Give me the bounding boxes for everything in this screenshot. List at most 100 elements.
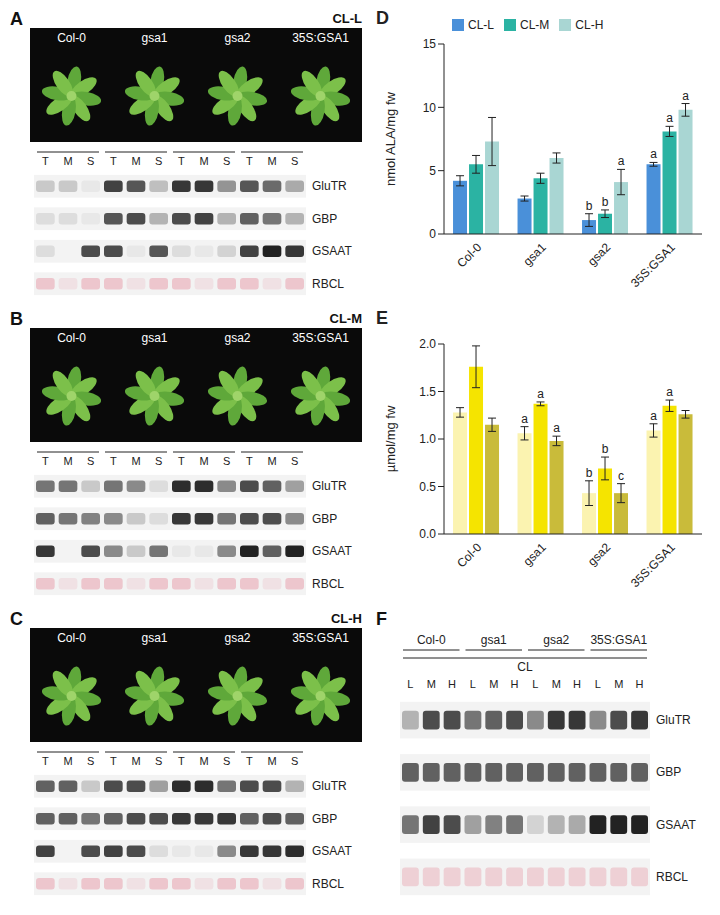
svg-text:M: M xyxy=(427,678,436,690)
svg-text:5: 5 xyxy=(429,164,436,178)
svg-text:S: S xyxy=(155,155,162,167)
svg-text:GSAAT: GSAAT xyxy=(312,844,352,858)
svg-text:a: a xyxy=(553,421,560,435)
svg-text:c: c xyxy=(618,469,624,483)
svg-text:T: T xyxy=(246,155,253,167)
svg-text:M: M xyxy=(63,455,72,467)
svg-text:M: M xyxy=(614,678,623,690)
svg-text:gsa1: gsa1 xyxy=(141,331,167,345)
svg-text:T: T xyxy=(42,755,49,767)
svg-text:gsa2: gsa2 xyxy=(224,331,250,345)
svg-text:gsa2: gsa2 xyxy=(224,631,250,645)
svg-text:35S:GSA1: 35S:GSA1 xyxy=(590,633,647,647)
svg-text:T: T xyxy=(246,455,253,467)
svg-text:gsa2: gsa2 xyxy=(543,633,569,647)
svg-text:GluTR: GluTR xyxy=(312,179,347,193)
svg-text:GBP: GBP xyxy=(312,512,337,526)
svg-text:Col-0: Col-0 xyxy=(454,240,484,270)
svg-text:b: b xyxy=(586,466,593,480)
svg-text:a: a xyxy=(666,385,673,399)
svg-text:gsa2: gsa2 xyxy=(585,540,614,569)
svg-text:gsa2: gsa2 xyxy=(224,31,250,45)
svg-text:a: a xyxy=(650,409,657,423)
svg-text:L: L xyxy=(470,678,476,690)
svg-text:M: M xyxy=(63,755,72,767)
svg-text:GSAAT: GSAAT xyxy=(312,244,352,258)
svg-text:gsa1: gsa1 xyxy=(521,540,550,569)
svg-text:M: M xyxy=(489,678,498,690)
svg-text:a: a xyxy=(618,154,625,168)
svg-text:L: L xyxy=(595,678,601,690)
svg-text:T: T xyxy=(178,155,185,167)
svg-text:M: M xyxy=(131,155,140,167)
svg-text:2.0: 2.0 xyxy=(419,337,436,351)
svg-text:T: T xyxy=(178,755,185,767)
svg-text:S: S xyxy=(87,155,94,167)
svg-text:S: S xyxy=(87,755,94,767)
svg-text:T: T xyxy=(246,755,253,767)
svg-text:0: 0 xyxy=(429,227,436,241)
svg-text:35S:GSA1: 35S:GSA1 xyxy=(292,31,349,45)
svg-text:Col-0: Col-0 xyxy=(57,31,86,45)
svg-text:Col-0: Col-0 xyxy=(417,633,446,647)
svg-text:1.0: 1.0 xyxy=(419,432,436,446)
svg-text:S: S xyxy=(291,455,298,467)
svg-text:H: H xyxy=(636,678,644,690)
svg-text:GSAAT: GSAAT xyxy=(312,544,352,558)
svg-text:T: T xyxy=(42,455,49,467)
svg-text:T: T xyxy=(110,455,117,467)
svg-text:gsa1: gsa1 xyxy=(141,31,167,45)
svg-text:S: S xyxy=(87,455,94,467)
svg-text:M: M xyxy=(267,155,276,167)
svg-text:RBCL: RBCL xyxy=(312,877,344,891)
svg-text:a: a xyxy=(682,89,689,103)
svg-text:GBP: GBP xyxy=(656,765,681,779)
svg-text:T: T xyxy=(42,155,49,167)
svg-text:B: B xyxy=(10,309,23,329)
svg-text:GluTR: GluTR xyxy=(656,713,691,727)
svg-text:S: S xyxy=(155,755,162,767)
svg-text:GluTR: GluTR xyxy=(312,479,347,493)
svg-text:a: a xyxy=(537,387,544,401)
svg-text:10: 10 xyxy=(423,101,437,115)
svg-text:M: M xyxy=(199,755,208,767)
svg-text:H: H xyxy=(573,678,581,690)
svg-text:0.0: 0.0 xyxy=(419,527,436,541)
svg-text:S: S xyxy=(291,155,298,167)
svg-text:1.5: 1.5 xyxy=(419,385,436,399)
svg-text:GBP: GBP xyxy=(312,212,337,226)
svg-text:F: F xyxy=(376,609,387,629)
svg-text:CL: CL xyxy=(517,660,533,674)
svg-text:a: a xyxy=(650,147,657,161)
svg-text:M: M xyxy=(199,155,208,167)
svg-text:S: S xyxy=(223,155,230,167)
svg-text:gsa1: gsa1 xyxy=(141,631,167,645)
svg-text:gsa1: gsa1 xyxy=(481,633,507,647)
svg-text:0.5: 0.5 xyxy=(419,480,436,494)
svg-text:T: T xyxy=(178,455,185,467)
svg-text:GluTR: GluTR xyxy=(312,779,347,793)
svg-text:b: b xyxy=(586,199,593,213)
svg-text:Col-0: Col-0 xyxy=(57,631,86,645)
svg-text:T: T xyxy=(110,155,117,167)
svg-text:RBCL: RBCL xyxy=(656,870,688,884)
svg-text:RBCL: RBCL xyxy=(312,577,344,591)
svg-text:M: M xyxy=(552,678,561,690)
svg-text:H: H xyxy=(448,678,456,690)
svg-text:CL-M: CL-M xyxy=(330,311,363,326)
svg-text:L: L xyxy=(407,678,413,690)
svg-text:35S:GSA1: 35S:GSA1 xyxy=(292,331,349,345)
svg-text:S: S xyxy=(223,455,230,467)
svg-text:a: a xyxy=(666,111,673,125)
svg-text:C: C xyxy=(10,609,23,629)
svg-text:CL-H: CL-H xyxy=(331,611,362,626)
svg-text:35S:GSA1: 35S:GSA1 xyxy=(628,240,678,290)
svg-text:A: A xyxy=(10,9,23,29)
svg-text:GSAAT: GSAAT xyxy=(656,818,696,832)
svg-text:gsa2: gsa2 xyxy=(585,240,614,269)
svg-text:RBCL: RBCL xyxy=(312,277,344,291)
svg-text:M: M xyxy=(131,455,140,467)
svg-text:35S:GSA1: 35S:GSA1 xyxy=(292,631,349,645)
svg-text:M: M xyxy=(267,755,276,767)
svg-text:nmol ALA/mg fw: nmol ALA/mg fw xyxy=(383,91,398,186)
